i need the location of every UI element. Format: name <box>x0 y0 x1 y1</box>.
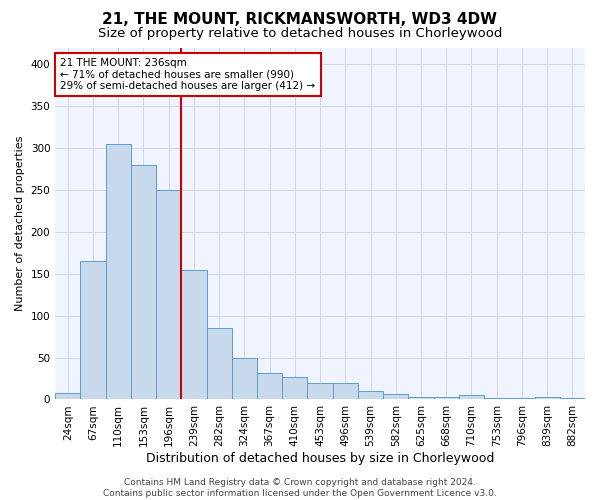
Text: 21 THE MOUNT: 236sqm
← 71% of detached houses are smaller (990)
29% of semi-deta: 21 THE MOUNT: 236sqm ← 71% of detached h… <box>61 58 316 92</box>
Bar <box>409 397 434 400</box>
Bar <box>332 382 358 400</box>
Bar <box>206 328 232 400</box>
Bar <box>106 144 131 400</box>
Bar <box>535 397 560 400</box>
Bar <box>156 190 181 400</box>
Text: 21, THE MOUNT, RICKMANSWORTH, WD3 4DW: 21, THE MOUNT, RICKMANSWORTH, WD3 4DW <box>103 12 497 28</box>
Bar <box>257 372 282 400</box>
Text: Size of property relative to detached houses in Chorleywood: Size of property relative to detached ho… <box>98 28 502 40</box>
Bar <box>282 377 307 400</box>
Bar <box>560 398 585 400</box>
Bar <box>434 397 459 400</box>
Bar <box>358 391 383 400</box>
Bar <box>181 270 206 400</box>
Bar <box>484 398 509 400</box>
Bar <box>232 358 257 400</box>
Bar <box>80 261 106 400</box>
Bar <box>55 393 80 400</box>
Bar <box>459 396 484 400</box>
Bar <box>383 394 409 400</box>
Bar <box>307 382 332 400</box>
Bar <box>131 165 156 400</box>
Text: Contains HM Land Registry data © Crown copyright and database right 2024.
Contai: Contains HM Land Registry data © Crown c… <box>103 478 497 498</box>
Bar <box>509 398 535 400</box>
X-axis label: Distribution of detached houses by size in Chorleywood: Distribution of detached houses by size … <box>146 452 494 465</box>
Y-axis label: Number of detached properties: Number of detached properties <box>15 136 25 311</box>
